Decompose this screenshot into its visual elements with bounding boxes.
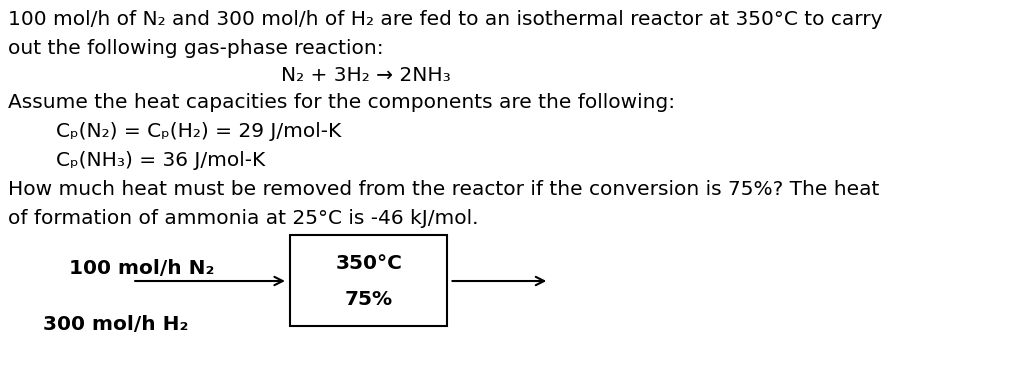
Text: 75%: 75% bbox=[345, 290, 393, 309]
Text: Cₚ(NH₃) = 36 J/mol-K: Cₚ(NH₃) = 36 J/mol-K bbox=[56, 151, 265, 170]
Text: out the following gas-phase reaction:: out the following gas-phase reaction: bbox=[8, 39, 383, 58]
Text: 350°C: 350°C bbox=[336, 254, 402, 273]
Text: How much heat must be removed from the reactor if the conversion is 75%? The hea: How much heat must be removed from the r… bbox=[8, 180, 880, 199]
Text: Assume the heat capacities for the components are the following:: Assume the heat capacities for the compo… bbox=[8, 93, 675, 112]
Text: of formation of ammonia at 25°C is -46 kJ/mol.: of formation of ammonia at 25°C is -46 k… bbox=[8, 209, 479, 228]
Text: Cₚ(N₂) = Cₚ(H₂) = 29 J/mol-K: Cₚ(N₂) = Cₚ(H₂) = 29 J/mol-K bbox=[56, 122, 341, 141]
Bar bbox=[290, 235, 447, 326]
Text: N₂ + 3H₂ → 2NH₃: N₂ + 3H₂ → 2NH₃ bbox=[282, 66, 451, 85]
Text: 100 mol/h N₂: 100 mol/h N₂ bbox=[69, 259, 215, 278]
Text: 300 mol/h H₂: 300 mol/h H₂ bbox=[43, 315, 188, 334]
Text: 100 mol/h of N₂ and 300 mol/h of H₂ are fed to an isothermal reactor at 350°C to: 100 mol/h of N₂ and 300 mol/h of H₂ are … bbox=[8, 10, 883, 29]
